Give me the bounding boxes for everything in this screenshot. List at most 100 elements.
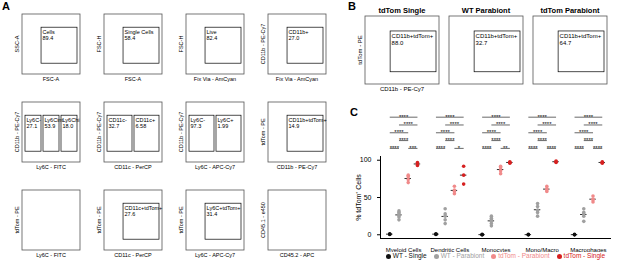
svg-text:Ly6C - FITC: Ly6C - FITC	[36, 252, 66, 258]
svg-text:Cells: Cells	[43, 29, 55, 35]
svg-text:FSC-H: FSC-H	[178, 36, 184, 53]
svg-text:Ly6C - APC-Cy7: Ly6C - APC-Cy7	[195, 164, 235, 170]
svg-text:****: ****	[584, 137, 594, 143]
svg-text:****: ****	[390, 145, 400, 151]
svg-text:****: ****	[584, 114, 594, 120]
svg-text:CD11c+tdTom+: CD11c+tdTom+	[125, 205, 163, 211]
svg-text:****: ****	[482, 145, 492, 151]
svg-text:Ly6C - APC-Cy7: Ly6C - APC-Cy7	[195, 252, 235, 258]
svg-text:Ly6Chi: Ly6Chi	[63, 117, 80, 123]
svg-text:CD45.1 - e450: CD45.1 - e450	[260, 202, 266, 238]
svg-text:CD11b - PE-Cy7: CD11b - PE-Cy7	[260, 24, 266, 65]
svg-text:****: ****	[579, 129, 589, 135]
svg-text:*: *	[458, 145, 461, 151]
svg-text:27.1: 27.1	[27, 123, 38, 129]
svg-text:58.4: 58.4	[125, 35, 136, 41]
svg-text:32.7: 32.7	[476, 40, 488, 46]
svg-text:tdTom Parabiont: tdTom Parabiont	[540, 6, 600, 15]
svg-text:****: ****	[538, 114, 548, 120]
svg-text:CD11b - PE-Cy7: CD11b - PE-Cy7	[178, 112, 184, 153]
svg-text:27.6: 27.6	[125, 211, 136, 217]
svg-text:tdTom - PE: tdTom - PE	[14, 206, 20, 234]
svg-text:B: B	[348, 0, 356, 12]
svg-text:64.7: 64.7	[560, 40, 572, 46]
svg-text:Myeloid Cells: Myeloid Cells	[386, 247, 422, 252]
svg-text:****: ****	[533, 129, 543, 135]
svg-text:****: ****	[491, 137, 501, 143]
svg-text:18.0: 18.0	[63, 123, 74, 129]
svg-text:CD11b+: CD11b+	[289, 29, 309, 35]
svg-text:****: ****	[547, 145, 557, 151]
svg-text:****: ****	[542, 121, 552, 127]
svg-text:****: ****	[450, 121, 460, 127]
svg-text:32.7: 32.7	[109, 123, 120, 129]
svg-text:CD45.2 - APC: CD45.2 - APC	[280, 252, 315, 258]
svg-text:6.58: 6.58	[136, 123, 147, 129]
svg-text:CD11b - PE-Cy7: CD11b - PE-Cy7	[14, 112, 20, 153]
svg-text:31.4: 31.4	[207, 211, 218, 217]
svg-text:Ly6C-: Ly6C-	[27, 117, 42, 123]
svg-text:****: ****	[528, 145, 538, 151]
svg-text:53.9: 53.9	[45, 123, 56, 129]
svg-text:tdTom - PE: tdTom - PE	[260, 118, 266, 146]
svg-text:88.0: 88.0	[392, 40, 404, 46]
svg-text:****: ****	[441, 129, 451, 135]
svg-text:tdTom - PE: tdTom - PE	[357, 35, 363, 65]
svg-text:14.9: 14.9	[289, 123, 300, 129]
svg-text:****: ****	[487, 129, 497, 135]
svg-text:CD11b+tdTom+: CD11b+tdTom+	[392, 33, 434, 39]
svg-text:CD11b - PE-Cy7: CD11b - PE-Cy7	[96, 112, 102, 153]
svg-text:****: ****	[538, 137, 548, 143]
svg-text:CD11b+tdTom+: CD11b+tdTom+	[476, 33, 518, 39]
svg-text:CD11b - PE-Cy7: CD11b - PE-Cy7	[380, 86, 425, 92]
svg-text:Ly6C+tdTom+: Ly6C+tdTom+	[207, 205, 241, 211]
svg-text:****: ****	[445, 137, 455, 143]
svg-text:tdTom - PE: tdTom - PE	[96, 206, 102, 234]
svg-text:Fix Via - AmCyan: Fix Via - AmCyan	[194, 76, 236, 82]
svg-text:CD11c - PerCP: CD11c - PerCP	[114, 252, 152, 258]
svg-text:0: 0	[368, 231, 372, 238]
svg-text:tdTom Single: tdTom Single	[379, 6, 426, 15]
svg-text:****: ****	[491, 114, 501, 120]
svg-text:Fix Via - AmCyan: Fix Via - AmCyan	[276, 76, 318, 82]
svg-text:CD11b - PE-Cy7: CD11b - PE-Cy7	[277, 164, 318, 170]
svg-text:CD11b+tdTom+: CD11b+tdTom+	[560, 33, 602, 39]
svg-text:FSC-A: FSC-A	[43, 76, 60, 82]
svg-text:WT Parabiont: WT Parabiont	[462, 6, 511, 15]
svg-text:****: ****	[588, 121, 598, 127]
svg-text:***: ***	[409, 145, 417, 151]
svg-text:82.4: 82.4	[207, 35, 218, 41]
svg-text:Ly6C-: Ly6C-	[191, 117, 206, 123]
svg-text:****: ****	[496, 121, 506, 127]
svg-text:SSC-A: SSC-A	[14, 35, 20, 52]
svg-text:50: 50	[364, 194, 372, 201]
svg-text:Single Cells: Single Cells	[125, 29, 154, 35]
svg-text:****: ****	[394, 129, 404, 135]
svg-text:Mono/Macro: Mono/Macro	[526, 247, 560, 252]
svg-text:FSC-H: FSC-H	[96, 36, 102, 53]
svg-text:tdTom - PE: tdTom - PE	[178, 206, 184, 234]
svg-text:****: ****	[593, 145, 603, 151]
svg-text:Monocytes: Monocytes	[481, 247, 510, 252]
svg-text:****: ****	[445, 114, 455, 120]
svg-text:CD11c - PerCP: CD11c - PerCP	[114, 164, 152, 170]
svg-text:****: ****	[399, 114, 409, 120]
svg-text:****: ****	[399, 137, 409, 143]
svg-text:Live: Live	[207, 29, 217, 35]
svg-text:27.0: 27.0	[289, 35, 300, 41]
svg-text:****: ****	[436, 145, 446, 151]
svg-text:Ly6C - FITC: Ly6C - FITC	[36, 164, 66, 170]
svg-text:Dendritic Cells: Dendritic Cells	[430, 247, 469, 252]
svg-text:% tdTom⁺ Cells: % tdTom⁺ Cells	[355, 174, 362, 221]
svg-text:89.4: 89.4	[43, 35, 54, 41]
svg-text:**: **	[503, 145, 508, 151]
svg-text:FSC-A: FSC-A	[125, 76, 142, 82]
svg-text:100: 100	[360, 156, 372, 163]
svg-text:CD11c+: CD11c+	[136, 117, 156, 123]
svg-text:Ly6C+: Ly6C+	[218, 117, 234, 123]
svg-text:1.99: 1.99	[218, 123, 229, 129]
svg-text:****: ****	[574, 145, 584, 151]
svg-text:A: A	[2, 0, 10, 12]
svg-text:Ly6Cint: Ly6Cint	[45, 117, 64, 123]
svg-text:CD11b+tdTom+: CD11b+tdTom+	[289, 117, 327, 123]
